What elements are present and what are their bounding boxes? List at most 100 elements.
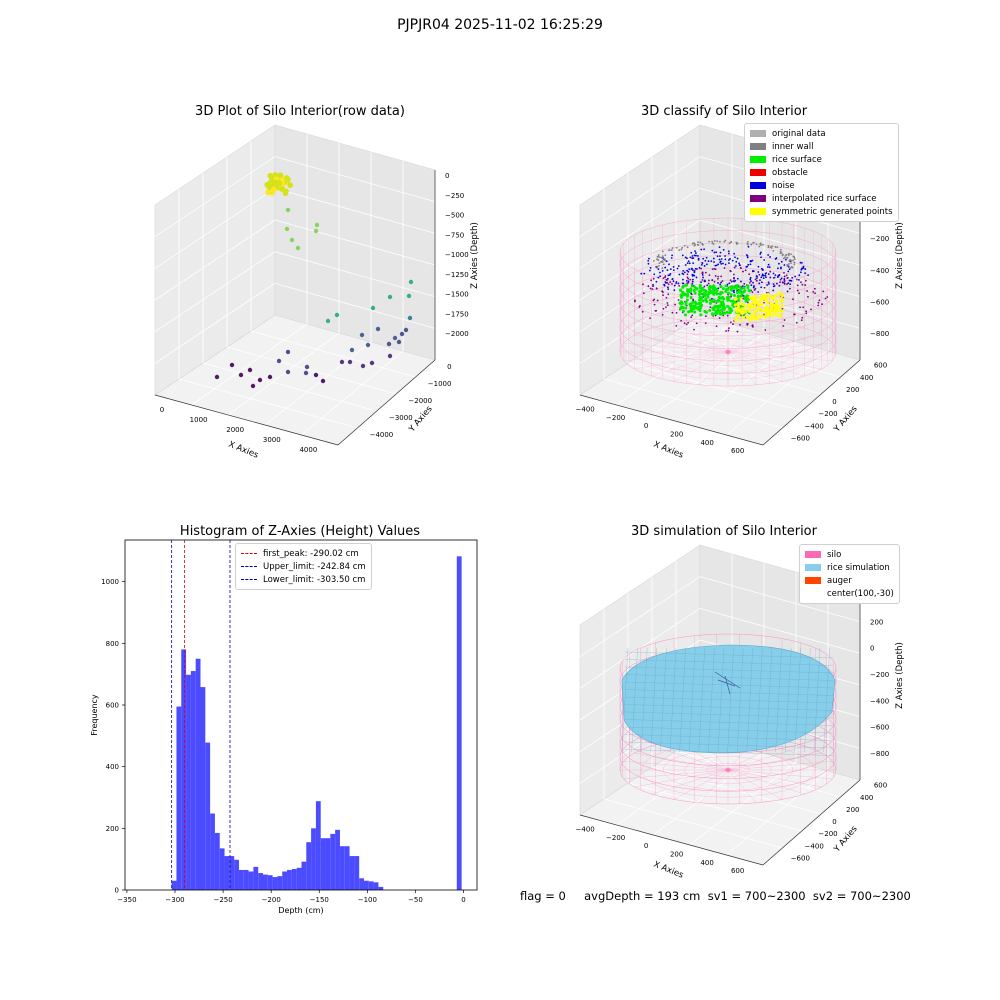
- p2-point: [685, 298, 689, 302]
- p2-point: [752, 281, 754, 284]
- p1-point: [285, 369, 291, 375]
- p2-point: [746, 265, 749, 268]
- p2-point: [702, 257, 705, 260]
- p2-point: [701, 274, 704, 276]
- p2-point: [755, 317, 759, 321]
- p2-point: [804, 279, 807, 282]
- p2-point: [671, 247, 674, 249]
- p2-point: [779, 248, 782, 251]
- p2-point: [800, 319, 803, 322]
- p2-point: [767, 308, 770, 312]
- p2-silo-spoke: [727, 351, 805, 377]
- p2-point: [671, 311, 674, 314]
- p2-point: [758, 282, 761, 285]
- p2-point: [814, 292, 816, 294]
- p2-point: [696, 268, 698, 270]
- p1-point: [396, 339, 402, 345]
- p4-z-tick-label: −200: [870, 671, 889, 679]
- p2-point: [746, 301, 749, 304]
- p2-x-tick-label: 600: [731, 447, 744, 455]
- p2-point: [795, 321, 798, 324]
- p2-point: [736, 330, 739, 333]
- p2-z-tick-label: −600: [870, 298, 889, 306]
- p2-point: [775, 299, 778, 303]
- p2-point: [783, 282, 786, 285]
- p2-point: [693, 242, 696, 245]
- p4-silo-spoke: [651, 769, 729, 795]
- p2-point: [764, 329, 767, 331]
- p4-rice-simulation-surface: [621, 644, 836, 754]
- p1-point: [360, 363, 366, 369]
- p2-point: [666, 269, 669, 272]
- p1-grid-x: [301, 350, 404, 436]
- p2-point: [724, 263, 727, 266]
- p2-point: [666, 286, 669, 289]
- p3-hist-bar: [263, 874, 268, 890]
- p2-point: [783, 278, 786, 280]
- p2-point: [778, 284, 781, 287]
- p4-auger-mark: [714, 671, 741, 689]
- p2-point: [752, 310, 756, 314]
- p2-point: [783, 275, 786, 278]
- p2-point: [717, 263, 720, 266]
- p4-rice-mesh: [624, 651, 834, 659]
- p4-center-point: [725, 767, 731, 773]
- p3-hist-bar: [186, 674, 191, 890]
- p2-point: [663, 284, 666, 287]
- p2-point: [759, 253, 762, 255]
- p2-point: [672, 266, 675, 268]
- p2-point: [772, 283, 775, 286]
- p2-point: [776, 293, 780, 297]
- p2-point: [785, 253, 788, 256]
- p2-point: [700, 281, 702, 284]
- p2-point: [773, 276, 776, 279]
- p4-rice-mesh: [624, 689, 834, 696]
- p2-point: [760, 256, 762, 259]
- p1-grid-h: [274, 219, 436, 266]
- p2-point: [791, 276, 794, 279]
- p2-point: [643, 272, 646, 275]
- p2-point: [677, 299, 680, 301]
- p2-point: [764, 272, 767, 275]
- p2-point: [718, 246, 721, 249]
- p2-point: [691, 307, 695, 311]
- p2-y-tick-label: 200: [846, 386, 859, 394]
- p4-rice-mesh: [624, 704, 834, 711]
- p1-point: [283, 175, 290, 181]
- p2-point: [761, 273, 764, 276]
- p2-point: [777, 267, 779, 270]
- p2-point: [656, 255, 659, 258]
- p4-rice-mesh: [624, 734, 834, 741]
- p2-silo-spoke: [727, 327, 805, 353]
- p3-hist-bar: [277, 876, 283, 890]
- p2-point: [734, 318, 738, 322]
- p2-point: [667, 288, 670, 291]
- p4-rice-mesh: [708, 647, 715, 753]
- p2-point: [782, 325, 785, 327]
- classify-legend-label: noise: [772, 180, 795, 191]
- p2-point: [787, 270, 790, 273]
- p2-point: [706, 284, 709, 287]
- p4-z-tick-label: −600: [870, 724, 889, 732]
- p2-point: [793, 256, 796, 259]
- p1-z-tick-label: −250: [445, 192, 464, 200]
- p2-point: [772, 304, 776, 308]
- p2-point: [727, 250, 730, 253]
- p2-point: [693, 271, 696, 274]
- p4-rice-mesh: [804, 647, 811, 753]
- p1-point: [295, 245, 301, 251]
- p1-point: [387, 294, 393, 300]
- p2-point: [747, 304, 751, 308]
- p3-hist-bar: [330, 833, 336, 890]
- p4-x-tick-label: 200: [670, 851, 683, 859]
- p2-point: [737, 314, 741, 317]
- p2-point: [760, 244, 762, 246]
- p2-y-tick-label: 400: [860, 374, 873, 382]
- p2-grid-y: [627, 362, 802, 412]
- p2-point: [813, 287, 816, 290]
- p2-point: [713, 261, 715, 263]
- p3-hist-bar: [363, 880, 369, 890]
- p3-hist-bar: [335, 829, 340, 890]
- p1-z-tick-label: −1000: [445, 251, 469, 259]
- p1-y-axis: [337, 359, 436, 446]
